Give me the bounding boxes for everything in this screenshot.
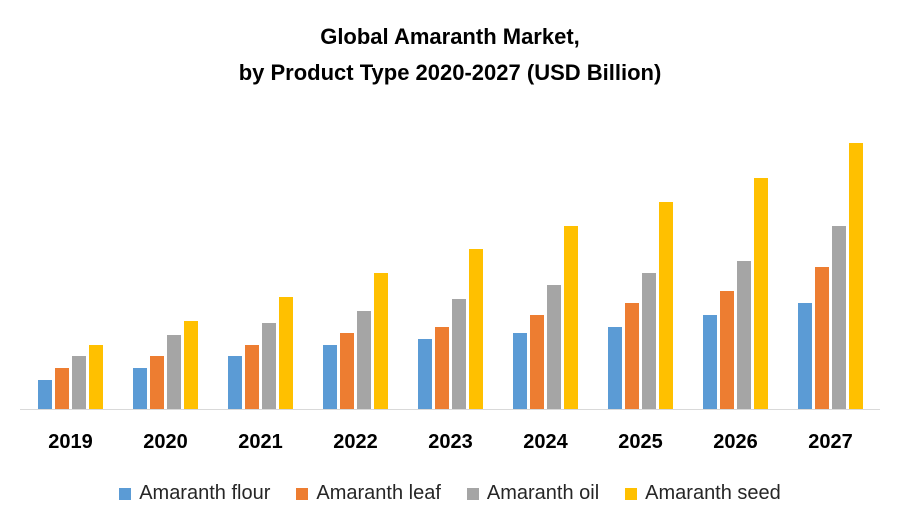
bar-amaranth-flour-2027 — [798, 303, 812, 409]
chart-subtitle: by Product Type 2020-2027 (USD Billion) — [238, 60, 662, 85]
legend-swatch — [296, 487, 309, 500]
bar-amaranth-oil-2024 — [547, 285, 561, 409]
bar-amaranth-leaf-2026 — [720, 291, 734, 409]
legend-item: Amaranth leaf — [296, 482, 441, 505]
legend-label: Amaranth flour — [139, 482, 271, 504]
legend-swatch — [466, 487, 479, 500]
bar-amaranth-seed-2027 — [849, 143, 863, 409]
bar-amaranth-seed-2026 — [754, 178, 768, 409]
bar-amaranth-oil-2019 — [72, 356, 86, 409]
x-tick-label: 2026 — [713, 431, 758, 453]
bar-amaranth-leaf-2022 — [340, 333, 354, 409]
legend-item: Amaranth seed — [625, 482, 781, 505]
bar-amaranth-flour-2024 — [513, 333, 527, 409]
x-tick-label: 2022 — [333, 431, 378, 453]
x-tick-label: 2020 — [143, 431, 188, 453]
bar-amaranth-leaf-2019 — [55, 368, 69, 409]
bar-amaranth-oil-2025 — [642, 273, 656, 409]
bar-amaranth-flour-2019 — [38, 380, 52, 409]
bar-amaranth-oil-2020 — [167, 335, 181, 409]
bar-amaranth-leaf-2020 — [150, 356, 164, 409]
legend-label: Amaranth seed — [645, 482, 781, 504]
legend-item: Amaranth flour — [119, 482, 270, 505]
bar-amaranth-oil-2026 — [737, 261, 751, 409]
x-tick-label: 2021 — [238, 431, 283, 453]
bar-amaranth-leaf-2025 — [625, 303, 639, 409]
bar-amaranth-seed-2020 — [184, 321, 198, 409]
bar-amaranth-flour-2022 — [323, 345, 337, 409]
bar-amaranth-flour-2025 — [608, 327, 622, 409]
bar-amaranth-seed-2023 — [469, 249, 483, 409]
bar-amaranth-seed-2022 — [374, 273, 388, 409]
bar-amaranth-flour-2023 — [418, 339, 432, 409]
bar-amaranth-flour-2026 — [703, 315, 717, 409]
chart-title: Global Amaranth Market, — [320, 24, 580, 49]
x-tick-label: 2024 — [523, 431, 568, 453]
bar-amaranth-seed-2019 — [89, 345, 103, 409]
bar-amaranth-oil-2021 — [262, 323, 276, 409]
x-tick-label: 2019 — [48, 431, 93, 453]
legend-label: Amaranth oil — [486, 482, 600, 504]
bar-amaranth-seed-2024 — [564, 226, 578, 409]
bar-amaranth-leaf-2027 — [815, 267, 829, 409]
bar-amaranth-leaf-2021 — [245, 345, 259, 409]
legend-item: Amaranth oil — [466, 482, 600, 505]
bar-amaranth-flour-2021 — [228, 356, 242, 409]
bar-amaranth-leaf-2024 — [530, 315, 544, 409]
bar-amaranth-oil-2022 — [357, 311, 371, 409]
x-tick-label: 2027 — [808, 431, 853, 453]
x-tick-label: 2025 — [618, 431, 663, 453]
legend-swatch — [119, 487, 132, 500]
bar-amaranth-flour-2020 — [133, 368, 147, 409]
bar-amaranth-oil-2027 — [832, 226, 846, 409]
bar-amaranth-leaf-2023 — [435, 327, 449, 409]
bar-amaranth-seed-2025 — [659, 202, 673, 409]
bar-amaranth-seed-2021 — [279, 297, 293, 409]
legend-swatch — [625, 487, 638, 500]
x-tick-label: 2023 — [428, 431, 473, 453]
legend-label: Amaranth leaf — [316, 482, 441, 504]
legend: Amaranth flour Amaranth leaf Amaranth oil A… — [0, 482, 900, 505]
bar-amaranth-oil-2023 — [452, 299, 466, 409]
